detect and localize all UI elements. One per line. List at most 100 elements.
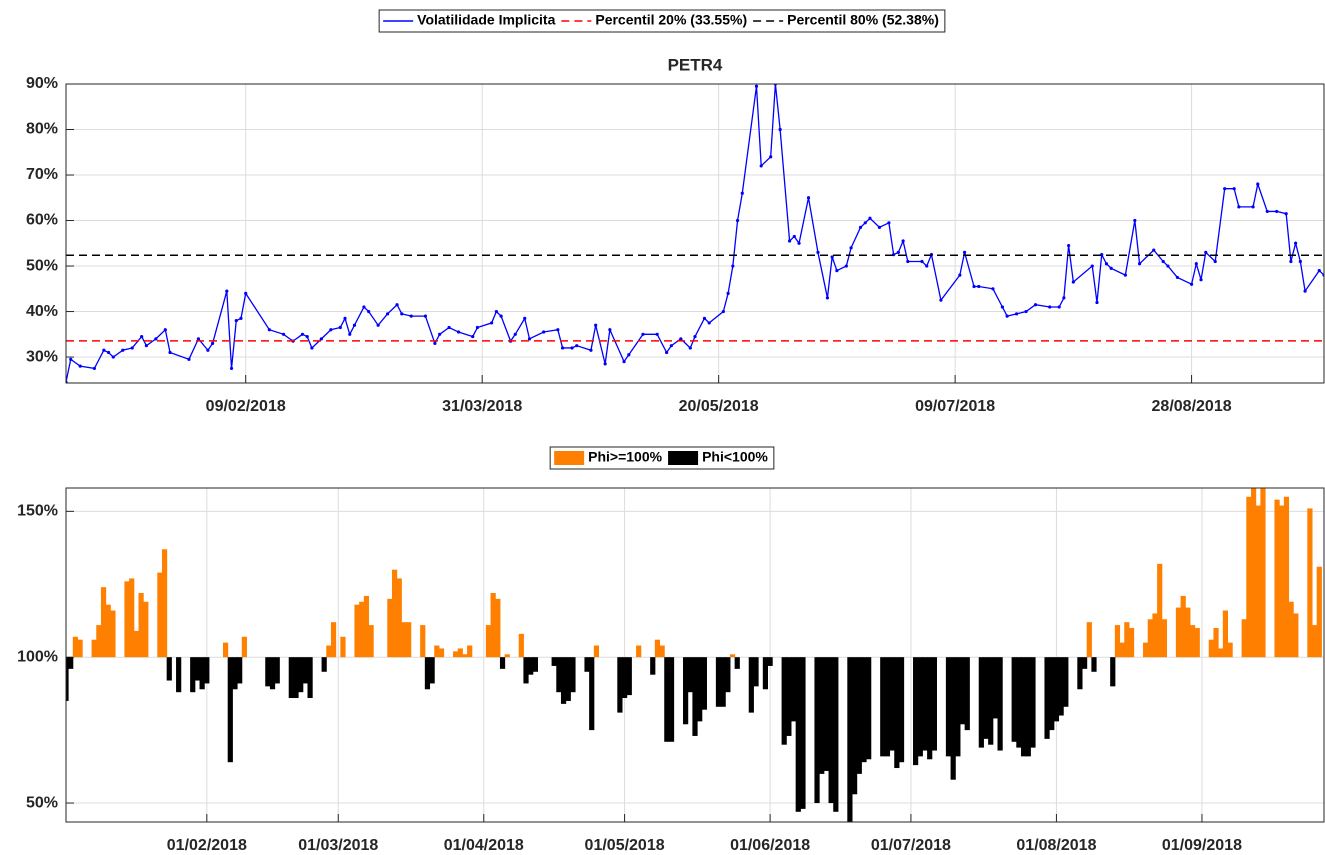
point-marker xyxy=(494,309,498,314)
bar xyxy=(429,657,435,684)
bar xyxy=(1208,639,1214,658)
bar xyxy=(1058,657,1064,716)
plot-area xyxy=(66,83,1324,383)
bar xyxy=(307,657,313,699)
x-tick-label: 09/07/2018 xyxy=(915,398,995,415)
bar xyxy=(950,657,956,780)
bar xyxy=(617,657,623,713)
y-tick-label: 50% xyxy=(26,794,58,811)
bar xyxy=(490,593,496,658)
point-marker xyxy=(641,332,645,336)
plot-background xyxy=(66,84,1324,383)
bar xyxy=(518,633,524,658)
point-marker xyxy=(244,291,248,295)
bar xyxy=(945,657,952,757)
bar xyxy=(748,657,754,713)
point-marker xyxy=(163,328,167,332)
point-marker xyxy=(787,239,792,243)
bar xyxy=(983,657,989,739)
point-marker xyxy=(1275,209,1279,214)
point-marker xyxy=(844,264,848,268)
point-marker xyxy=(627,353,631,357)
legend-frame xyxy=(378,9,946,33)
point-marker xyxy=(1090,264,1094,268)
bar xyxy=(1218,648,1224,658)
point-marker xyxy=(499,314,503,318)
bar xyxy=(368,625,374,658)
legend-swatch xyxy=(554,451,585,465)
point-marker xyxy=(806,196,811,200)
point-marker xyxy=(211,341,215,346)
point-marker xyxy=(78,364,82,368)
bar xyxy=(880,657,886,757)
plot-area xyxy=(66,488,1324,822)
point-marker xyxy=(102,348,106,352)
bar xyxy=(861,657,867,763)
bar xyxy=(499,657,506,669)
point-marker xyxy=(972,284,976,289)
point-marker xyxy=(1284,212,1288,216)
bar xyxy=(931,657,937,751)
point-marker xyxy=(343,316,347,320)
bar xyxy=(274,657,280,684)
bar xyxy=(894,657,900,769)
bar xyxy=(1180,595,1186,658)
point-marker xyxy=(1213,259,1217,264)
bar xyxy=(584,657,590,672)
point-marker xyxy=(229,366,234,371)
bar xyxy=(1044,657,1050,739)
point-marker xyxy=(1194,262,1198,266)
y-tick-label: 90% xyxy=(26,75,58,92)
bar xyxy=(692,657,698,736)
bar xyxy=(288,657,294,699)
point-marker xyxy=(1237,205,1241,209)
point-marker xyxy=(754,84,759,88)
point-marker xyxy=(225,289,229,293)
point-marker xyxy=(858,225,863,229)
point-marker xyxy=(438,332,442,336)
point-marker xyxy=(1204,250,1208,254)
bar xyxy=(800,657,806,809)
point-marker xyxy=(589,348,593,352)
bar xyxy=(495,598,501,658)
point-marker xyxy=(513,332,517,336)
point-marker xyxy=(887,221,891,225)
point-marker xyxy=(688,346,692,350)
point-marker xyxy=(348,332,352,336)
data-layer xyxy=(66,84,1324,383)
bar xyxy=(955,657,961,757)
bar xyxy=(988,657,994,745)
bar xyxy=(814,657,820,804)
x-tick-label: 01/04/2018 xyxy=(444,837,524,854)
bar xyxy=(701,657,707,710)
bar xyxy=(847,657,853,822)
bar xyxy=(293,657,299,699)
point-marker xyxy=(1057,305,1061,309)
point-marker xyxy=(896,250,900,254)
point-marker xyxy=(376,323,380,327)
bar xyxy=(1082,657,1088,669)
y-tick-label: 40% xyxy=(26,303,58,320)
bar xyxy=(321,657,327,672)
point-marker xyxy=(863,221,867,225)
x-tick-label: 20/05/2018 xyxy=(679,398,759,415)
bar xyxy=(650,657,656,675)
point-marker xyxy=(556,328,560,332)
point-marker xyxy=(1095,300,1099,305)
bar xyxy=(560,657,567,704)
legend: Volatilidade Implicita Percentil 20% (33.… xyxy=(378,9,946,33)
bar xyxy=(697,657,703,722)
point-marker xyxy=(1166,264,1170,268)
point-marker xyxy=(920,259,924,264)
bar xyxy=(204,657,210,684)
bar xyxy=(1175,607,1182,658)
x-tick-label: 09/02/2018 xyxy=(206,398,286,415)
data-layer xyxy=(66,488,1322,822)
x-tick-label: 31/03/2018 xyxy=(442,398,522,415)
point-marker xyxy=(594,323,598,327)
bar xyxy=(453,651,459,658)
bar xyxy=(1011,657,1017,742)
bar xyxy=(194,657,201,681)
point-marker xyxy=(1303,289,1307,293)
point-marker xyxy=(352,323,357,327)
